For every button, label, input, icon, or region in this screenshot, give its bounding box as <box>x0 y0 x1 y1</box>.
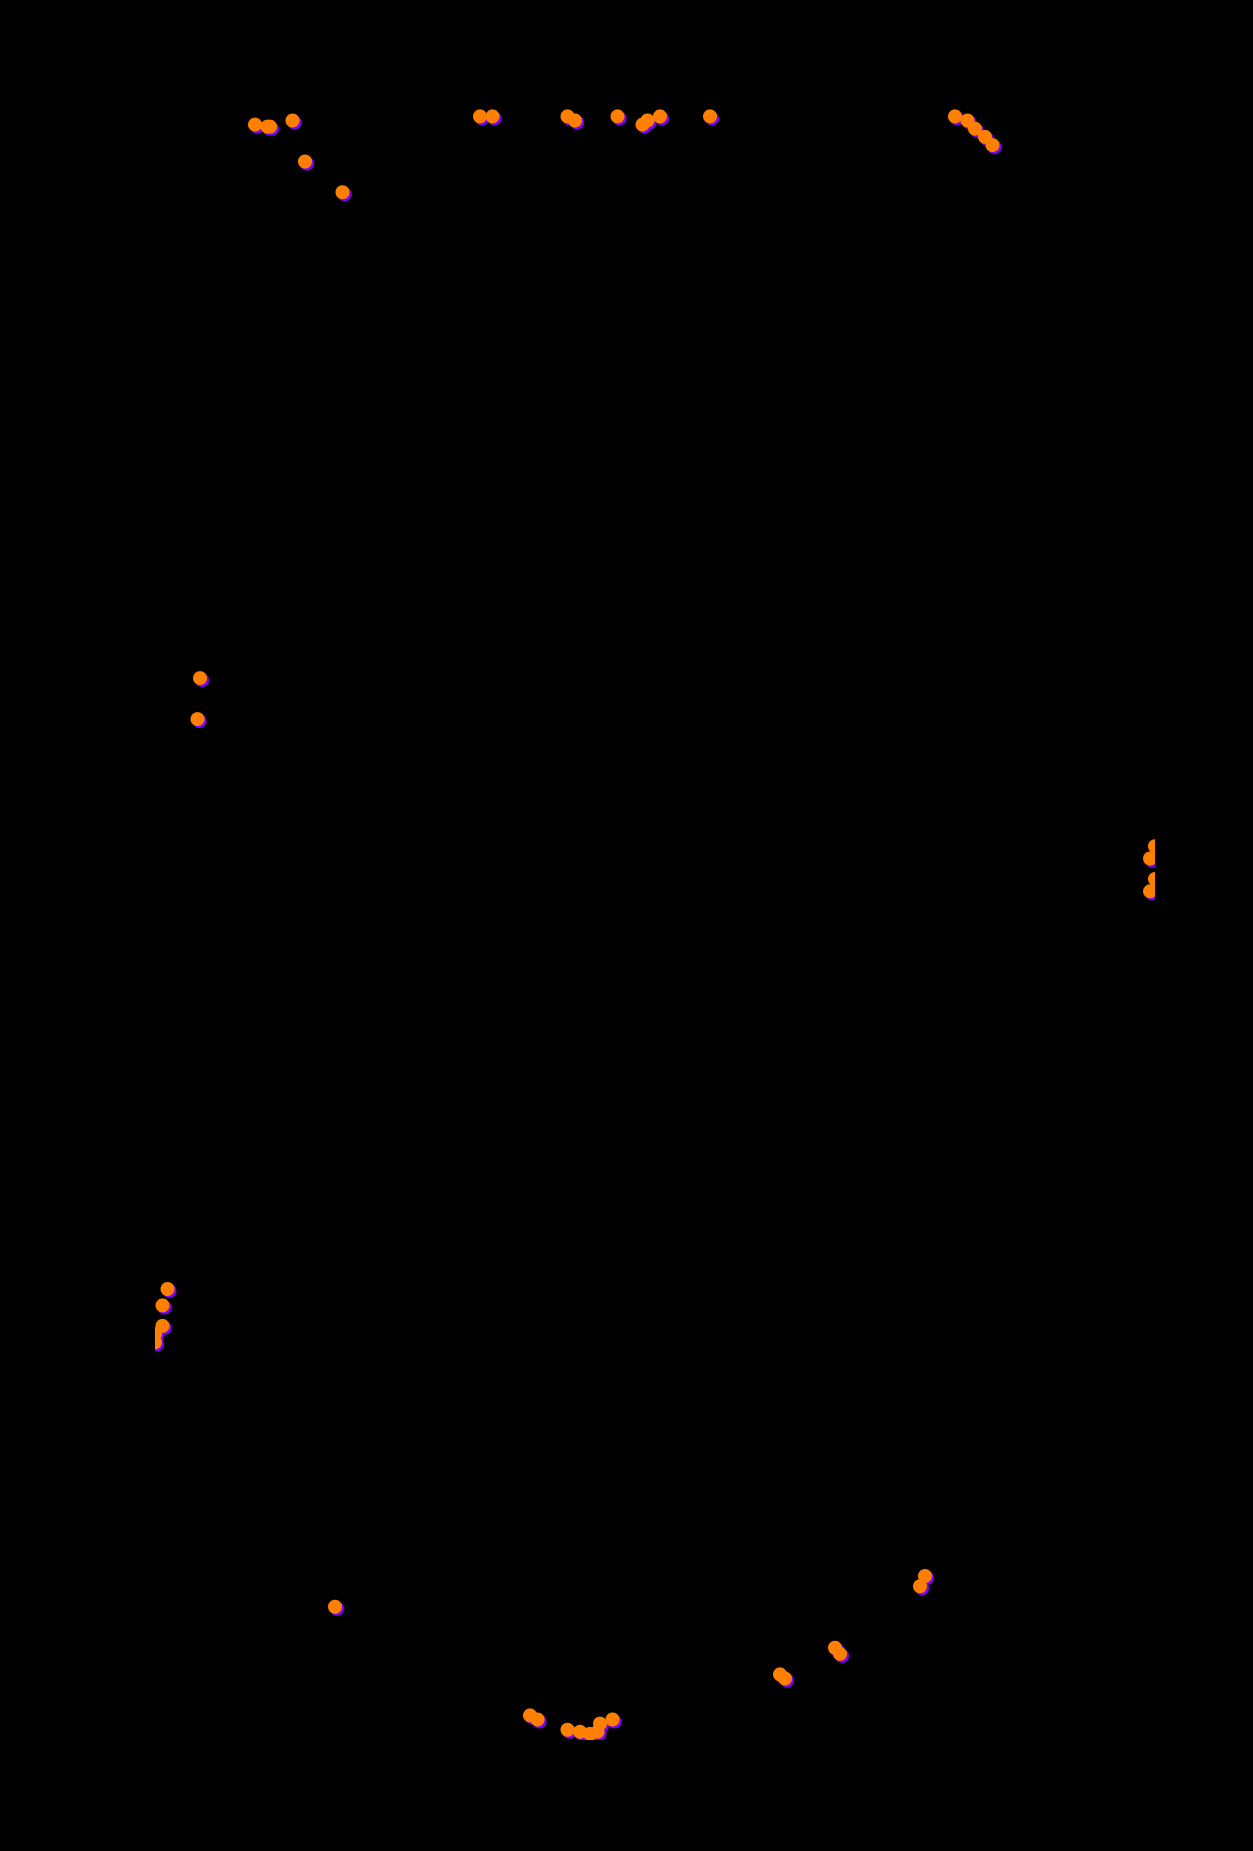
data-point <box>611 109 625 123</box>
data-point <box>263 120 277 134</box>
data-point <box>248 118 262 132</box>
data-point <box>473 109 487 123</box>
data-point <box>1143 852 1157 866</box>
data-point <box>486 109 500 123</box>
data-point <box>568 114 582 128</box>
y-axis-title: V (r − i) <box>50 884 75 957</box>
y-tick-label: 3 <box>133 500 143 520</box>
data-point <box>641 114 655 128</box>
data-point <box>703 109 717 123</box>
x-tick-label: 0 <box>650 1752 660 1772</box>
data-point <box>606 1713 620 1727</box>
x-tick-label: 2 <box>1150 1752 1160 1772</box>
y-tick-label: 1 <box>133 910 143 930</box>
data-point <box>298 155 312 169</box>
chart-container: -2-1012-3-2-1012345Hα (r) − Hα (i)V (r −… <box>0 0 1253 1851</box>
data-point <box>191 712 205 726</box>
y-tick-label: 5 <box>133 90 143 110</box>
y-tick-label: 0 <box>133 1115 143 1135</box>
x-tick-label: -1 <box>397 1752 413 1772</box>
x-tick-label: -2 <box>147 1752 163 1772</box>
data-point <box>561 1723 575 1737</box>
data-point <box>593 1717 607 1731</box>
data-point <box>948 109 962 123</box>
y-tick-label: -3 <box>127 1730 143 1750</box>
y-tick-label: 2 <box>133 705 143 725</box>
data-point <box>653 109 667 123</box>
data-point <box>986 138 1000 152</box>
y-tick-label: 4 <box>133 295 143 315</box>
data-point <box>778 1672 792 1686</box>
data-point <box>328 1600 342 1614</box>
data-point <box>286 114 300 128</box>
data-point <box>161 1282 175 1296</box>
data-point <box>156 1298 170 1312</box>
data-point <box>833 1647 847 1661</box>
data-point <box>918 1569 932 1583</box>
data-point <box>531 1713 545 1727</box>
x-tick-label: 1 <box>900 1752 910 1772</box>
y-tick-label: -2 <box>127 1525 143 1545</box>
y-tick-label: -1 <box>127 1320 143 1340</box>
data-point <box>336 185 350 199</box>
data-point <box>193 671 207 685</box>
scatter-chart: -2-1012-3-2-1012345Hα (r) − Hα (i)V (r −… <box>0 0 1253 1851</box>
data-point <box>1143 884 1157 898</box>
x-axis-title: Hα (r) − Hα (i) <box>587 1785 723 1810</box>
plot-area <box>155 100 1155 1740</box>
